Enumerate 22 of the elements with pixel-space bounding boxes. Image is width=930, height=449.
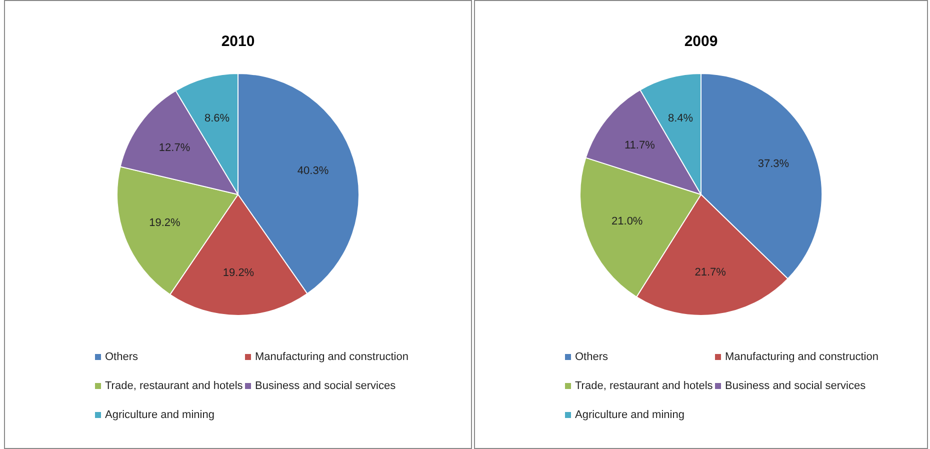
data-label: 8.4%	[668, 112, 694, 125]
legend-label: Others	[575, 351, 608, 363]
legend-label: Trade, restaurant and hotels	[575, 380, 713, 392]
chart-title: 2009	[684, 33, 718, 50]
legend-label: Others	[105, 351, 138, 363]
data-label: 19.2%	[222, 267, 254, 280]
legend-label: Business and social services	[725, 380, 866, 392]
legend-label: Business and social services	[255, 380, 396, 392]
legend-label: Manufacturing and construction	[725, 351, 878, 363]
data-label: 11.7%	[624, 139, 656, 152]
legend-label: Agriculture and mining	[105, 409, 214, 421]
data-label: 21.7%	[694, 266, 726, 279]
data-label: 37.3%	[758, 158, 790, 170]
data-label: 21.0%	[612, 215, 643, 228]
data-label: 40.3%	[297, 164, 329, 177]
legend-label: Manufacturing and construction	[255, 351, 408, 363]
data-label: 19.2%	[149, 217, 180, 230]
data-label: 12.7%	[158, 142, 190, 154]
data-label: 8.6%	[204, 112, 230, 125]
chart-title: 2010	[221, 33, 255, 50]
legend-label: Agriculture and mining	[575, 409, 684, 421]
legend-label: Trade, restaurant and hotels	[105, 380, 243, 392]
